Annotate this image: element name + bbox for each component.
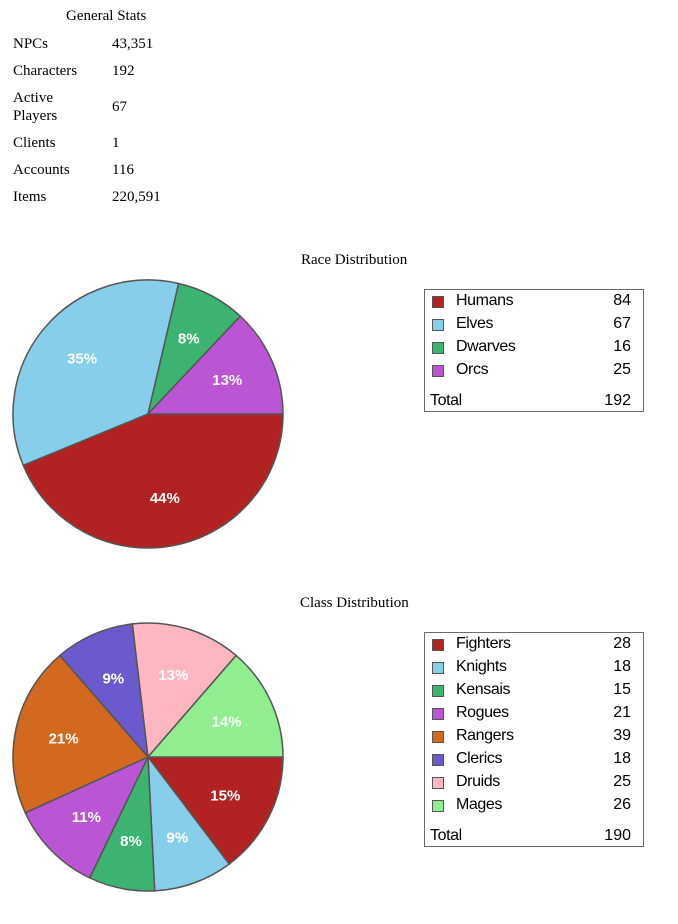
legend-label: Elves [456, 315, 494, 332]
legend-label: Kensais [456, 681, 511, 698]
pie-slice-elves [12, 279, 180, 467]
legend-total-label: Total [430, 392, 462, 409]
pie-slice-mages [146, 654, 284, 758]
pie-slice-rangers [12, 654, 150, 814]
legend-value: 25 [613, 773, 631, 790]
race-chart-title: Race Distribution [301, 252, 408, 268]
legend-swatch [432, 800, 444, 812]
pie-slice-label-orcs: 13% [212, 372, 242, 389]
class-chart-title: Class Distribution [300, 595, 409, 611]
legend-swatch [432, 296, 444, 308]
legend-item-dwarves: Dwarves 16 [425, 338, 643, 361]
pie-slice-label-humans: 44% [150, 490, 180, 507]
legend-swatch [432, 685, 444, 697]
legend-label: Knights [456, 658, 507, 675]
pie-slice-label-elves: 35% [67, 351, 97, 368]
pie-slice-label-dwarves: 8% [178, 330, 200, 347]
legend-item-druids: Druids 25 [425, 773, 643, 796]
stat-value: 67 [112, 99, 127, 115]
stat-label: Clients [13, 135, 56, 151]
legend-swatch [432, 731, 444, 743]
class-pie-chart: 15% 9% 8% 11% 21% 9% 13% 14% [12, 622, 284, 892]
stat-value: 192 [112, 63, 135, 79]
legend-total-value: 190 [604, 827, 631, 844]
legend-label: Mages [456, 796, 503, 813]
legend-total-row: Total 192 [425, 391, 643, 411]
legend-item-orcs: Orcs 25 [425, 361, 643, 384]
stat-value: 116 [112, 162, 134, 178]
legend-value: 15 [613, 681, 631, 698]
legend-label: Fighters [456, 635, 511, 652]
pie-slice-orcs [146, 315, 284, 415]
pie-slice-label-druids: 13% [158, 667, 188, 684]
stat-label: Accounts [13, 162, 70, 178]
legend-item-clerics: Clerics 18 [425, 750, 643, 773]
legend-item-fighters: Fighters 28 [425, 635, 643, 658]
legend-swatch [432, 342, 444, 354]
pie-slice-label-kensais: 8% [120, 833, 142, 850]
legend-total-label: Total [430, 827, 462, 844]
legend-label: Rangers [456, 727, 514, 744]
legend-label: Humans [456, 292, 514, 309]
legend-value: 84 [613, 292, 631, 309]
legend-swatch [432, 708, 444, 720]
legend-swatch [432, 777, 444, 789]
stat-label: NPCs [13, 36, 49, 52]
stat-value: 220,591 [112, 189, 161, 205]
legend-total-value: 192 [604, 392, 631, 409]
stat-value: 43,351 [112, 36, 154, 52]
legend-item-rangers: Rangers 39 [425, 727, 643, 750]
legend-item-kensais: Kensais 15 [425, 681, 643, 704]
general-stats-title: General Stats [66, 8, 147, 24]
legend-value: 18 [613, 658, 631, 675]
legend-item-mages: Mages 26 [425, 796, 643, 819]
legend-value: 67 [613, 315, 631, 332]
legend-label: Dwarves [456, 338, 516, 355]
legend-swatch [432, 662, 444, 674]
legend-label: Clerics [456, 750, 503, 767]
legend-value: 39 [613, 727, 631, 744]
legend-swatch [432, 319, 444, 331]
pie-slice-knights [147, 754, 231, 892]
stat-label: Active Players [13, 90, 58, 124]
legend-item-humans: Humans 84 [425, 292, 643, 315]
legend-swatch [432, 639, 444, 651]
legend-item-elves: Elves 67 [425, 315, 643, 338]
legend-value: 26 [613, 796, 631, 813]
pie-slice-fighters [146, 756, 284, 866]
legend-swatch [432, 365, 444, 377]
pie-slice-label-knights: 9% [167, 830, 189, 847]
stat-label: Characters [13, 63, 78, 79]
legend-value: 28 [613, 635, 631, 652]
stat-label: Items [13, 189, 47, 205]
pie-slice-label-clerics: 9% [102, 670, 124, 687]
pie-slice-humans [22, 413, 284, 549]
legend-value: 21 [613, 704, 631, 721]
pie-slice-label-rogues: 11% [72, 809, 101, 826]
legend-value: 25 [613, 361, 631, 378]
stat-value: 1 [112, 135, 120, 151]
pie-slice-label-mages: 14% [212, 713, 242, 730]
legend-value: 16 [613, 338, 631, 355]
pie-slice-rogues [24, 755, 150, 879]
legend-label: Druids [456, 773, 500, 790]
legend-item-knights: Knights 18 [425, 658, 643, 681]
pie-slice-clerics [58, 623, 150, 760]
pie-slice-label-rangers: 21% [49, 731, 79, 748]
class-legend: Fighters 28 Knights 18 Kensais 15 Rogues 21 Rang… [424, 632, 644, 847]
race-pie-chart: 44% 35% 8% 13% [12, 279, 284, 549]
legend-swatch [432, 754, 444, 766]
race-legend: Humans 84 Elves 67 Dwarves 16 Orcs 25 Total 192 [424, 289, 644, 412]
legend-label: Rogues [456, 704, 509, 721]
legend-item-rogues: Rogues 21 [425, 704, 643, 727]
pie-slice-label-fighters: 15% [210, 787, 240, 804]
legend-total-row: Total 190 [425, 826, 643, 846]
pie-slice-druids [131, 622, 238, 759]
legend-value: 18 [613, 750, 631, 767]
legend-label: Orcs [456, 361, 489, 378]
